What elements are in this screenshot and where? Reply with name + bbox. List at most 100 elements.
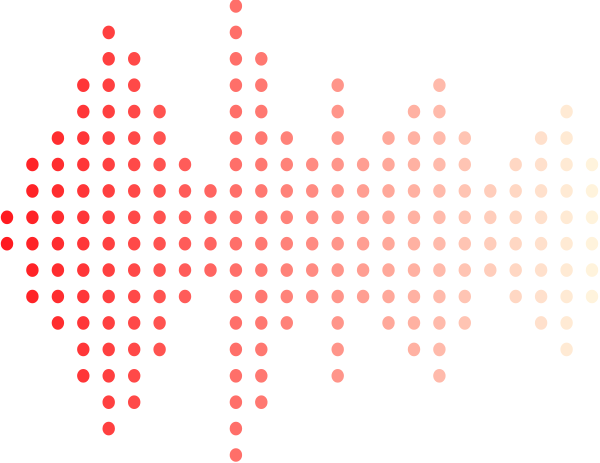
- dot: [229, 210, 243, 225]
- dot: [77, 342, 90, 357]
- dot: [26, 263, 39, 277]
- dot: [484, 263, 497, 277]
- dot: [433, 210, 446, 225]
- dot: [306, 184, 319, 198]
- dot: [255, 104, 268, 119]
- dot: [433, 131, 446, 145]
- dot: [458, 131, 471, 145]
- dot: [280, 184, 293, 198]
- dot: [382, 289, 395, 304]
- dot: [229, 289, 243, 304]
- dot-column: [306, 157, 319, 304]
- dot: [306, 157, 319, 172]
- dot: [407, 210, 421, 225]
- dot: [229, 342, 243, 357]
- dot: [280, 263, 293, 277]
- dot: [509, 289, 522, 304]
- dot: [0, 236, 14, 251]
- dot: [433, 157, 446, 172]
- dot: [331, 236, 344, 251]
- dot: [331, 316, 344, 330]
- dot: [255, 184, 268, 198]
- dot: [153, 263, 166, 277]
- dot: [102, 395, 115, 410]
- dot: [77, 104, 90, 119]
- dot: [229, 448, 243, 462]
- dot: [102, 316, 115, 330]
- dot-column: [102, 25, 115, 436]
- dot: [509, 210, 522, 225]
- dot-column: [585, 157, 599, 304]
- dot: [77, 210, 90, 225]
- dot: [458, 210, 471, 225]
- dot: [382, 210, 395, 225]
- dot: [26, 236, 39, 251]
- dot-column: [51, 131, 65, 330]
- dot: [331, 342, 344, 357]
- dot: [102, 289, 115, 304]
- dot: [534, 289, 548, 304]
- dot: [534, 316, 548, 330]
- dot: [509, 236, 522, 251]
- dot: [255, 78, 268, 92]
- dot: [509, 263, 522, 277]
- dot: [534, 263, 548, 277]
- dot: [229, 236, 243, 251]
- dot: [102, 184, 115, 198]
- dot: [77, 78, 90, 92]
- dot: [26, 184, 39, 198]
- dot: [153, 131, 166, 145]
- dot: [178, 236, 192, 251]
- dot: [280, 289, 293, 304]
- dot: [407, 236, 421, 251]
- dot: [102, 25, 115, 40]
- dot: [560, 104, 573, 119]
- dot: [128, 316, 141, 330]
- dot: [433, 78, 446, 92]
- dot: [560, 316, 573, 330]
- dot: [331, 369, 344, 383]
- dot: [407, 289, 421, 304]
- dot: [484, 184, 497, 198]
- dot: [229, 25, 243, 40]
- dot: [560, 184, 573, 198]
- dot: [153, 316, 166, 330]
- dot: [331, 210, 344, 225]
- dot: [229, 157, 243, 172]
- dot: [229, 316, 243, 330]
- dot: [331, 104, 344, 119]
- dot: [153, 210, 166, 225]
- dot: [356, 263, 370, 277]
- dot-column: [382, 131, 395, 330]
- dot: [407, 104, 421, 119]
- dot: [153, 157, 166, 172]
- dot-column: [534, 131, 548, 330]
- dot: [102, 369, 115, 383]
- dot: [51, 210, 65, 225]
- dot: [128, 157, 141, 172]
- dot: [128, 78, 141, 92]
- dot: [509, 157, 522, 172]
- dot: [534, 157, 548, 172]
- dot: [306, 236, 319, 251]
- dot: [255, 395, 268, 410]
- dot: [128, 210, 141, 225]
- dot: [280, 210, 293, 225]
- dot: [255, 52, 268, 66]
- dot: [306, 210, 319, 225]
- dot: [407, 157, 421, 172]
- dot: [153, 184, 166, 198]
- dot: [382, 184, 395, 198]
- dot: [128, 52, 141, 66]
- dot: [128, 236, 141, 251]
- dot: [178, 263, 192, 277]
- dot: [51, 157, 65, 172]
- dot: [407, 316, 421, 330]
- dot: [585, 236, 599, 251]
- dot: [128, 289, 141, 304]
- dot: [382, 157, 395, 172]
- dot-column: [433, 78, 446, 383]
- dot: [51, 289, 65, 304]
- dot-column: [229, 0, 243, 462]
- dot: [356, 236, 370, 251]
